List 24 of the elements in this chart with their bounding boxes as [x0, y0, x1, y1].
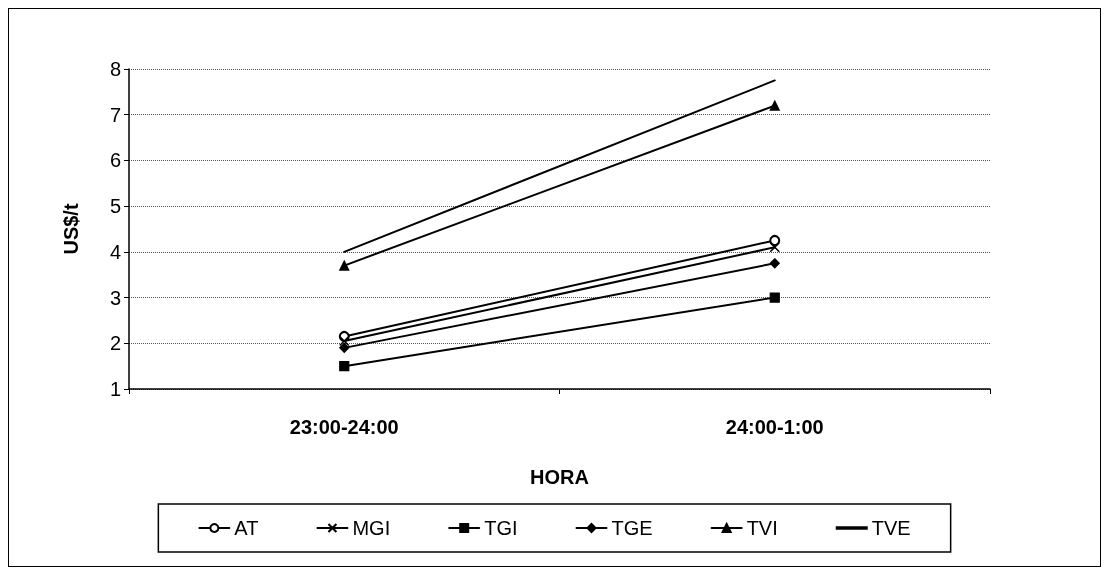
y-tick-label: 3 [109, 286, 121, 309]
point [339, 342, 350, 353]
y-tick-label: 7 [109, 103, 121, 126]
y-tick-label: 6 [109, 149, 121, 172]
y-axis-title: US$/t [60, 203, 82, 255]
y-tick-label: 5 [109, 195, 121, 218]
y-tick-label: 1 [109, 378, 121, 400]
legend-label: TGE [611, 517, 653, 539]
legend-label: TGI [484, 517, 518, 539]
point [339, 361, 350, 372]
point [769, 242, 780, 253]
point [769, 292, 780, 303]
y-tick-label: 8 [109, 58, 121, 80]
point [769, 258, 780, 269]
legend-label: AT [234, 517, 259, 539]
point [339, 335, 350, 347]
y-tick-label: 2 [109, 332, 121, 355]
y-tick-label: 4 [109, 240, 121, 263]
legend-label: TVI [746, 517, 778, 539]
legend-label: MGI [352, 517, 391, 539]
x-tick-label: 24:00-1:00 [725, 416, 824, 438]
x-tick-label: 23:00-24:00 [289, 416, 399, 438]
x-axis-title: HORA [530, 466, 589, 488]
legend-label: TVE [871, 517, 911, 539]
